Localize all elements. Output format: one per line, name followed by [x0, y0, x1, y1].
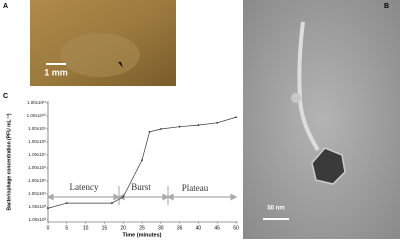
data-point	[122, 195, 125, 198]
data-point	[197, 124, 200, 126]
x-tick-label: 0	[47, 225, 50, 231]
data-point	[111, 202, 113, 204]
y-tick-label: 1.00x10⁴	[28, 191, 46, 196]
arrow-icon	[118, 62, 123, 68]
tem-image	[243, 0, 400, 239]
y-tick-label: 1.00x10⁶	[28, 165, 46, 170]
scale-label: 50 nm	[267, 206, 284, 212]
x-tick-label: 30	[158, 225, 164, 231]
data-point	[235, 116, 237, 119]
x-tick-label: 5	[65, 225, 68, 231]
phage-head	[311, 147, 346, 185]
y-tick-label: 1.00x10³	[28, 204, 46, 209]
x-tick-label: 40	[196, 225, 202, 231]
y-tick-label: 1.00x10⁷	[28, 152, 46, 157]
x-axis-label: Time (minutes)	[122, 232, 161, 238]
y-tick-label: 1.00x10⁹	[28, 126, 46, 131]
scale-bar	[263, 218, 289, 220]
annotation: Plateau	[182, 183, 209, 193]
y-tick-label: 1.00x10²	[28, 217, 46, 222]
data-point	[65, 202, 68, 204]
particle	[291, 93, 301, 103]
x-tick-label: 45	[214, 225, 220, 231]
y-tick-label: 1.00x10⁵	[28, 178, 46, 183]
data-point	[47, 207, 49, 210]
x-tick-label: 20	[120, 225, 126, 231]
panel-label: C	[3, 93, 8, 100]
x-tick-label: 35	[177, 225, 183, 231]
y-tick-label: 1.00x10¹⁰	[27, 113, 47, 118]
y-tick-label: 1.00x10⁸	[28, 139, 46, 144]
panel-label: B	[384, 3, 389, 10]
y-tick-label: 1.00x10¹¹	[27, 100, 47, 105]
annotation: Burst	[131, 182, 151, 192]
x-tick-label: 50	[233, 225, 239, 231]
data-point	[148, 130, 151, 133]
panel-label: A	[3, 3, 8, 10]
figure: 1 mm A 50 nm B C Bacteriophage concentra…	[3, 0, 400, 239]
phase-arrows	[46, 193, 238, 201]
plaque	[60, 33, 140, 77]
data-point	[216, 121, 219, 124]
x-tick-label: 25	[139, 225, 145, 231]
data-point	[141, 159, 143, 162]
scale-bar	[46, 63, 66, 65]
x-tick-label: 10	[83, 225, 89, 231]
annotation: Latency	[70, 182, 99, 192]
scale-label: 1 mm	[44, 67, 68, 77]
data-line	[47, 116, 237, 209]
data-point	[178, 125, 181, 128]
data-point	[159, 128, 162, 130]
x-tick-label: 15	[102, 225, 108, 231]
y-axis-label: Bacteriophage concentration (PFU mL⁻¹)	[6, 113, 12, 210]
